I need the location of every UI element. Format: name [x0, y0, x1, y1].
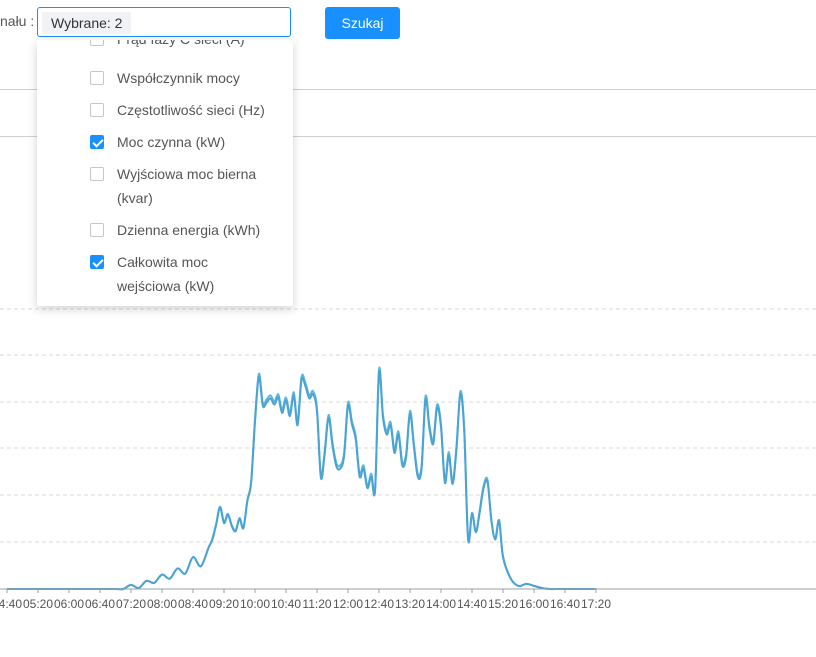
x-tick-label: 13:20: [395, 597, 425, 611]
checkbox[interactable]: [90, 71, 104, 85]
x-tick-label: 14:00: [426, 597, 456, 611]
x-tick-label: 08:00: [147, 597, 177, 611]
dropdown-option-grid-frequency[interactable]: Częstotliwość sieci (Hz): [37, 98, 293, 122]
signal-dropdown[interactable]: Prąd fazy C sieci (A) Współczynnik mocy …: [37, 40, 293, 306]
dropdown-option-daily-energy[interactable]: Dzienna energia (kWh): [37, 218, 293, 242]
option-label: Wyjściowa moc bierna (kvar): [117, 166, 257, 206]
option-label: Moc czynna (kW): [117, 134, 226, 150]
x-tick-label: 10:00: [240, 597, 270, 611]
filter-label: nału :: [0, 13, 35, 29]
checkbox[interactable]: [90, 167, 104, 181]
option-label: Częstotliwość sieci (Hz): [117, 102, 265, 118]
power-line-chart[interactable]: 04:4005:2006:0006:4007:2008:0008:4009:20…: [0, 290, 816, 620]
option-label: Współczynnik mocy: [117, 70, 240, 86]
x-tick-label: 11:20: [302, 597, 331, 611]
x-tick-label: 17:20: [581, 597, 611, 611]
x-tick-label: 12:00: [333, 597, 363, 611]
x-tick-label: 04:40: [0, 597, 22, 611]
checkbox[interactable]: [90, 40, 104, 46]
series-line-2: [7, 369, 596, 591]
x-tick-label: 14:40: [457, 597, 487, 611]
x-tick-label: 06:40: [85, 597, 115, 611]
option-label: Prąd fazy C sieci (A): [117, 40, 285, 51]
dropdown-option-active-power[interactable]: Moc czynna (kW): [37, 130, 293, 154]
x-tick-label: 16:40: [550, 597, 580, 611]
chart-top-divider: [0, 136, 816, 137]
option-label: Całkowita moc wejściowa (kW): [117, 254, 215, 294]
option-label: Dzienna energia (kWh): [117, 222, 261, 238]
x-tick-label: 08:40: [178, 597, 208, 611]
search-button[interactable]: Szukaj: [325, 7, 400, 39]
checkbox-checked[interactable]: [90, 255, 104, 269]
selected-count-tag: Wybrane: 2: [42, 12, 132, 34]
checkbox[interactable]: [90, 223, 104, 237]
x-tick-label: 09:20: [209, 597, 239, 611]
signal-select[interactable]: Wybrane: 2: [37, 7, 291, 37]
x-tick-label: 12:40: [364, 597, 394, 611]
dropdown-option-total-input-power[interactable]: Całkowita moc wejściowa (kW): [37, 250, 293, 298]
dropdown-option-power-factor[interactable]: Współczynnik mocy: [37, 66, 293, 90]
series-line-1: [7, 366, 596, 591]
x-tick-label: 15:20: [488, 597, 518, 611]
checkbox-checked[interactable]: [90, 135, 104, 149]
x-tick-label: 05:20: [23, 597, 53, 611]
x-tick-label: 16:00: [519, 597, 549, 611]
dropdown-option-reactive-power[interactable]: Wyjściowa moc bierna (kvar): [37, 162, 293, 210]
x-tick-label: 10:40: [271, 597, 301, 611]
checkbox[interactable]: [90, 103, 104, 117]
toolbar-divider: [0, 89, 816, 90]
x-tick-label: 06:00: [54, 597, 84, 611]
dropdown-option-clipped[interactable]: Prąd fazy C sieci (A): [37, 40, 293, 52]
x-tick-label: 07:20: [116, 597, 146, 611]
